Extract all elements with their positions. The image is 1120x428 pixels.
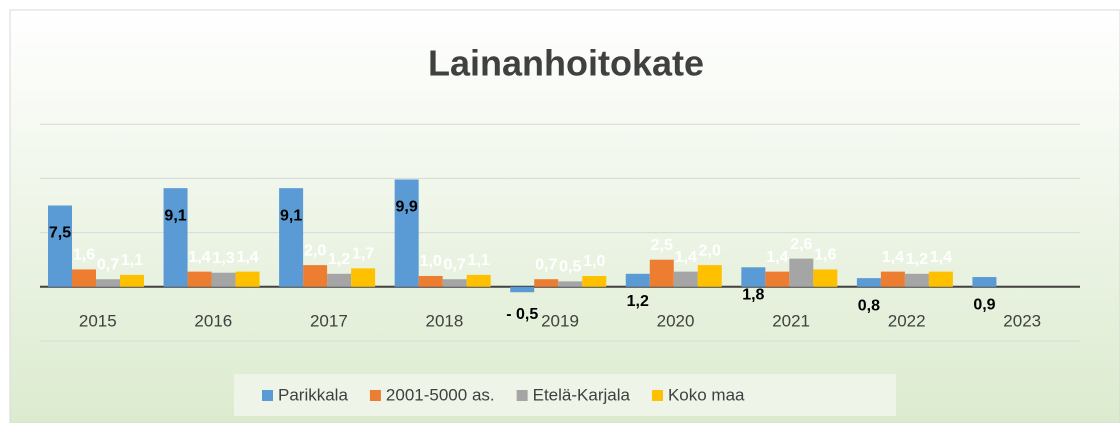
bar: [96, 279, 120, 287]
data-label: 1,2: [328, 251, 350, 268]
bar: [558, 281, 583, 287]
data-label: 1,3: [212, 250, 234, 267]
data-label: 0,9: [973, 296, 995, 313]
data-label: 1,6: [814, 247, 836, 264]
bar: [582, 275, 607, 287]
bar: [466, 274, 491, 287]
data-label: 1,0: [420, 253, 442, 270]
legend-label: Koko maa: [668, 385, 745, 404]
data-label: 1,0: [583, 253, 605, 270]
data-label: 2,0: [699, 242, 721, 259]
bar: [442, 279, 467, 287]
bar: [303, 265, 328, 287]
legend-swatch: [516, 390, 528, 401]
legend-label: Parikkala: [278, 385, 348, 404]
bar: [394, 179, 419, 287]
bar: [327, 273, 352, 287]
legend-box: [234, 374, 896, 416]
data-label: 0,7: [444, 256, 466, 273]
data-label: 0,7: [535, 256, 557, 273]
bar: [120, 274, 144, 287]
bar: [510, 286, 535, 293]
bar: [972, 277, 997, 287]
x-tick-label: 2019: [541, 311, 579, 330]
data-label: 7,5: [49, 225, 71, 242]
bar: [765, 271, 790, 287]
bar: [697, 265, 722, 287]
data-label: 1,4: [766, 249, 788, 266]
data-label: 1,4: [930, 249, 952, 266]
x-tick-label: 2017: [310, 311, 348, 330]
data-label: 9,1: [280, 207, 302, 224]
bar: [673, 271, 698, 287]
bar: [163, 188, 188, 287]
data-label: 1,7: [352, 246, 374, 263]
x-tick-label: 2021: [772, 311, 810, 330]
bar: [741, 267, 766, 287]
bar: [856, 278, 881, 287]
data-label: 1,4: [675, 249, 697, 266]
bar: [928, 271, 953, 287]
bar: [904, 273, 929, 287]
data-label: 1,1: [121, 252, 143, 269]
x-tick-label: 2022: [888, 311, 926, 330]
bar: [72, 269, 96, 287]
legend-label: 2001-5000 as.: [386, 385, 495, 404]
bar: [880, 271, 905, 287]
data-label: 1,4: [188, 249, 210, 266]
data-label: 1,4: [882, 249, 904, 266]
bar: [625, 273, 650, 287]
legend-swatch: [262, 390, 273, 401]
bar: [789, 258, 814, 287]
data-label: 1,2: [906, 251, 928, 268]
bar: [279, 188, 304, 287]
data-label: 1,6: [73, 247, 95, 264]
x-tick-label: 2020: [657, 311, 695, 330]
data-label: 9,1: [164, 207, 186, 224]
bar: [813, 269, 838, 287]
x-tick-label: 2023: [1003, 311, 1041, 330]
legend-swatch: [651, 390, 663, 401]
data-label: 2,6: [790, 236, 812, 253]
data-label: 1,1: [468, 252, 490, 269]
bar: [211, 272, 236, 287]
data-label: 2,0: [304, 242, 326, 259]
bar: [235, 271, 260, 287]
x-tick-label: 2015: [79, 311, 117, 330]
legend-label: Etelä-Karjala: [533, 385, 631, 404]
bar: [649, 259, 674, 287]
data-label: 0,7: [97, 256, 119, 273]
bar: [351, 268, 376, 287]
chart-background: [9, 9, 1120, 424]
data-label: - 0,5: [506, 306, 538, 323]
data-label: 1,4: [236, 249, 258, 266]
bar: [48, 205, 72, 287]
bar: [534, 279, 559, 287]
data-label: 9,9: [396, 199, 418, 216]
data-label: 2,5: [651, 237, 673, 254]
x-tick-label: 2016: [194, 311, 232, 330]
bar: [418, 275, 443, 287]
data-label: 1,2: [627, 293, 649, 310]
data-label: 0,8: [858, 297, 880, 314]
data-label: 1,8: [742, 287, 764, 304]
x-tick-label: 2018: [426, 311, 464, 330]
bar: [187, 271, 212, 287]
legend-swatch: [369, 390, 381, 401]
chart-title: Lainanhoitokate: [428, 43, 704, 84]
data-label: 0,5: [559, 259, 581, 276]
